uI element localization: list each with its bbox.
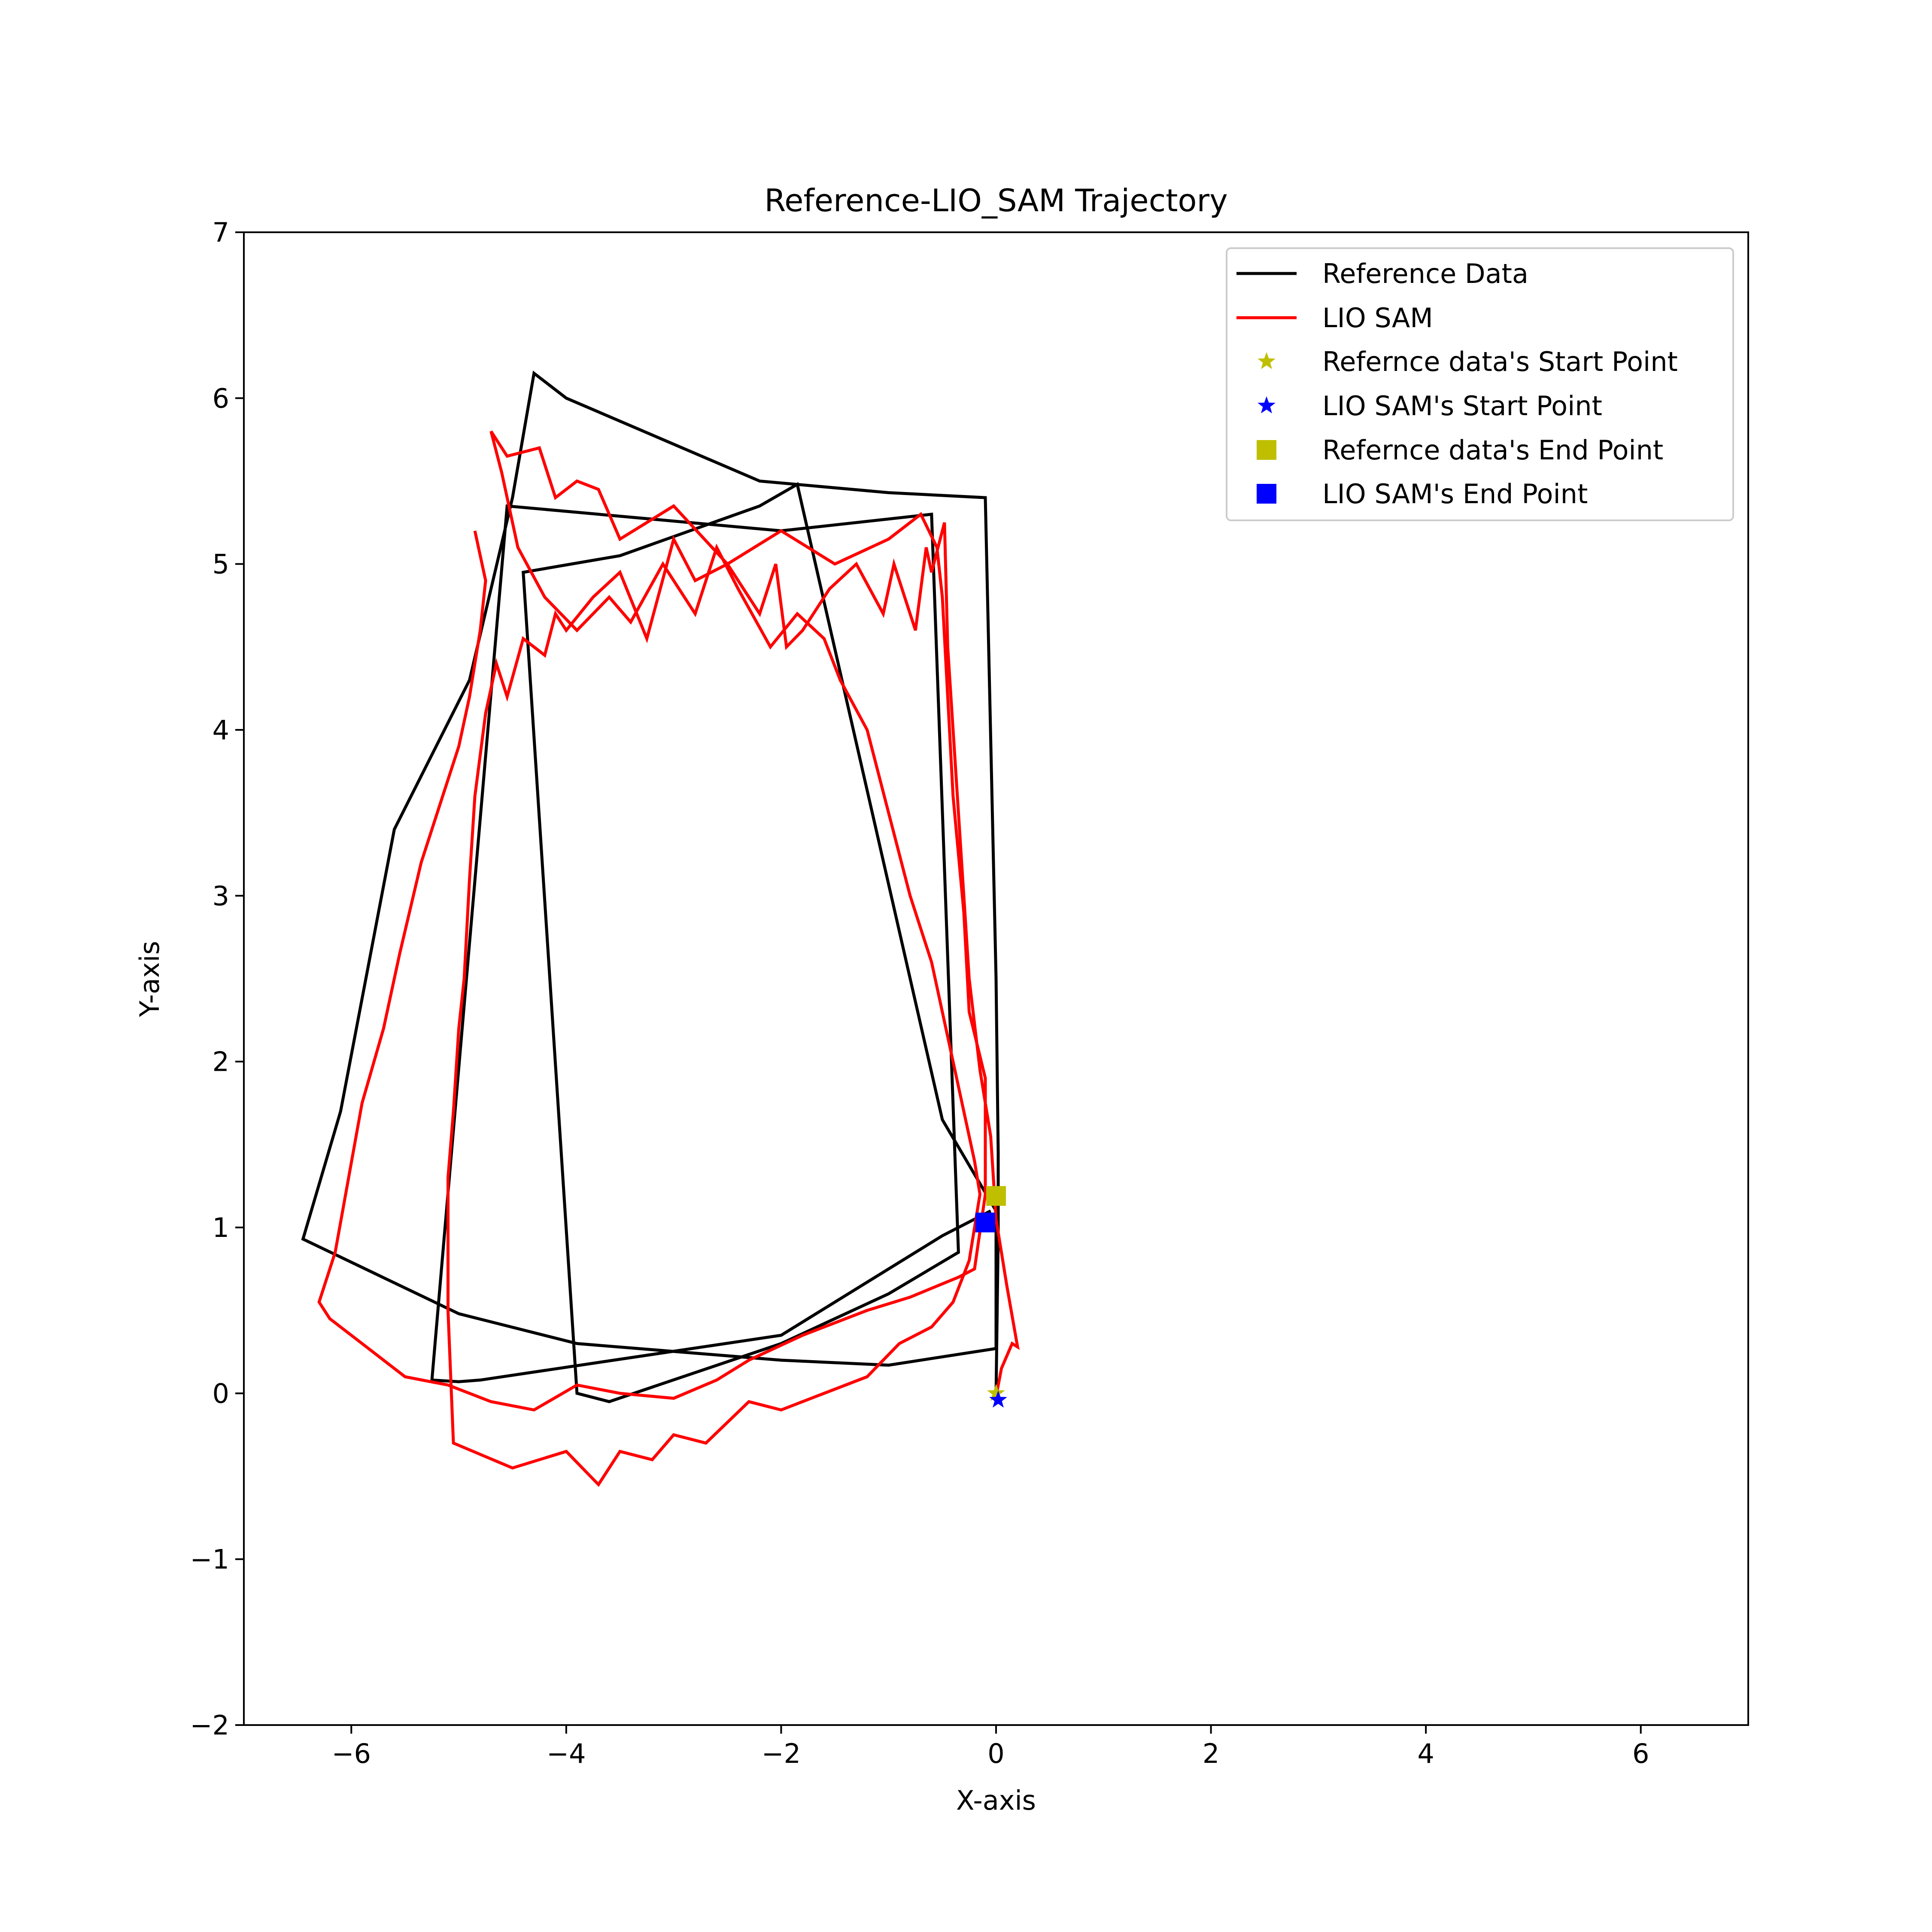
x-tick-label: 2 [1203, 1738, 1219, 1769]
legend: Reference Data LIO SAM Refernce data's Sta… [1226, 247, 1734, 521]
legend-square-swatch [1257, 484, 1276, 504]
legend-label: LIO SAM's End Point [1322, 478, 1588, 510]
x-tick-label: 0 [987, 1738, 1004, 1769]
marker-layer [975, 1186, 1007, 1408]
x-tick-label: −4 [547, 1738, 586, 1769]
y-tick-label: 7 [213, 217, 229, 248]
start-point-marker [989, 1390, 1007, 1408]
legend-label: LIO SAM [1322, 302, 1433, 334]
legend-label: Refernce data's Start Point [1322, 346, 1678, 377]
start-point-marker [987, 1384, 1005, 1401]
legend-square-swatch [1257, 440, 1276, 460]
y-axis: −2 −1 0 1 2 3 4 5 6 7 [190, 217, 244, 1741]
x-tick-label: −6 [332, 1738, 371, 1769]
y-tick-label: 3 [213, 880, 229, 911]
legend-label: Reference Data [1322, 258, 1528, 289]
y-tick-label: 5 [213, 549, 229, 580]
chart-title: Reference-LIO_SAM Trajectory [764, 182, 1227, 219]
y-tick-label: 6 [213, 383, 229, 414]
y-tick-label: 1 [213, 1212, 229, 1243]
x-tick-label: −2 [762, 1738, 801, 1769]
x-axis-label: X-axis [956, 1785, 1036, 1816]
legend-frame [1226, 247, 1734, 521]
y-tick-label: −1 [190, 1544, 229, 1575]
y-tick-label: 2 [213, 1046, 229, 1078]
y-axis-label: Y-axis [134, 941, 165, 1017]
legend-star-swatch [1258, 396, 1276, 413]
x-tick-label: 4 [1417, 1738, 1434, 1769]
y-tick-label: −2 [190, 1710, 229, 1741]
legend-label: LIO SAM's Start Point [1322, 390, 1602, 422]
y-tick-label: 0 [213, 1378, 229, 1409]
series-layer [301, 371, 1020, 1487]
legend-star-swatch [1258, 352, 1276, 369]
x-axis: −6 −4 −2 0 2 4 6 [332, 1725, 1649, 1769]
y-tick-label: 4 [213, 714, 229, 746]
end-point-marker [986, 1186, 1006, 1206]
legend-label: Refernce data's End Point [1322, 434, 1663, 466]
x-tick-label: 6 [1632, 1738, 1649, 1769]
end-point-marker [975, 1212, 995, 1233]
series-line-1 [317, 430, 1020, 1487]
